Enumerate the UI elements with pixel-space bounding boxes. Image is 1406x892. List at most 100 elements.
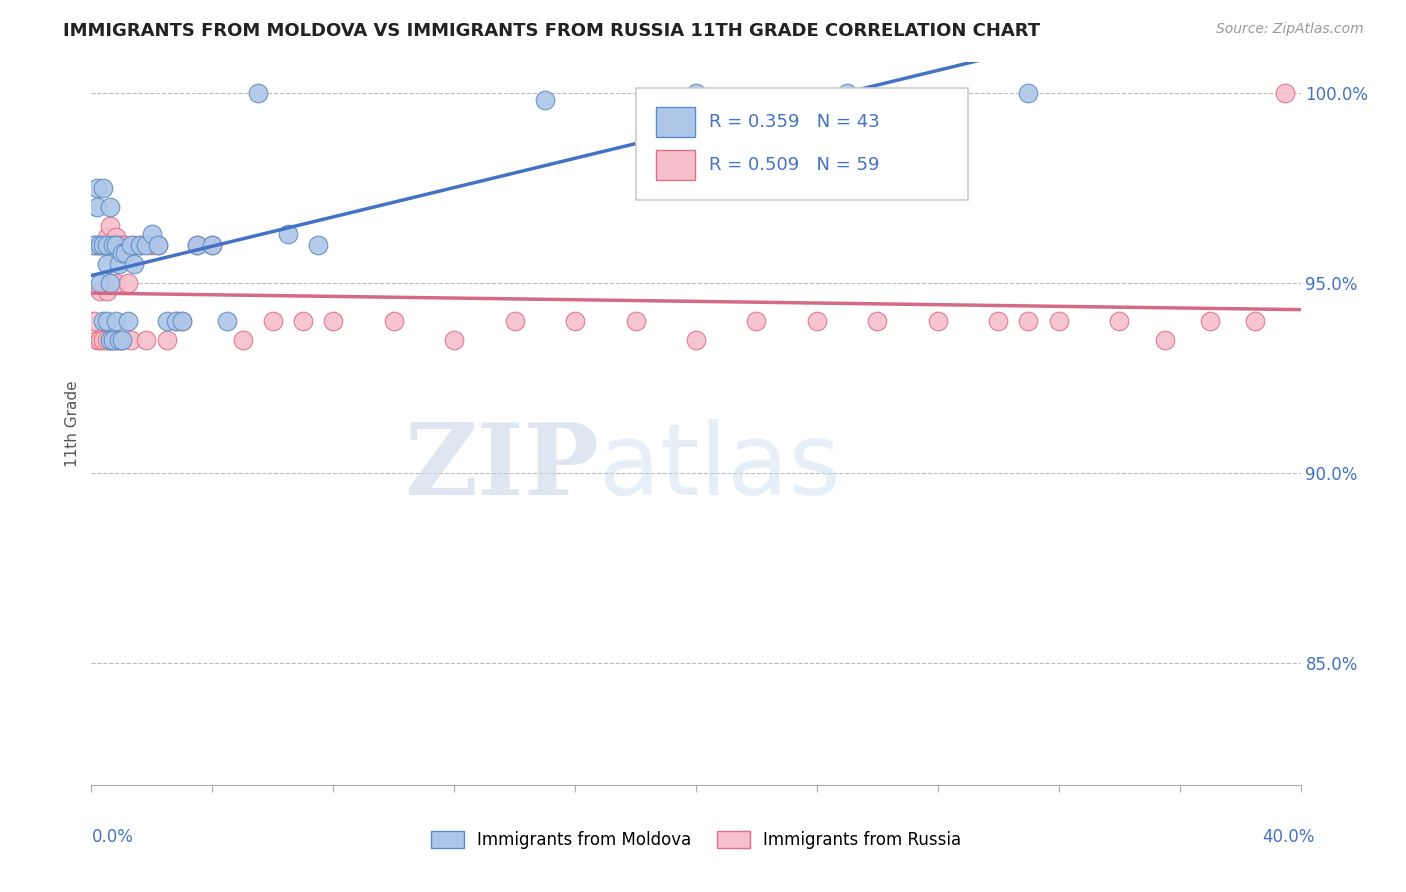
Point [685, 333, 707, 347]
Point [83, 238, 105, 252]
Point [114, 238, 136, 252]
Point [101, 333, 124, 347]
Point [141, 238, 163, 252]
Point [96, 314, 118, 328]
Point [1047, 314, 1070, 328]
Point [111, 333, 132, 347]
Point [156, 333, 179, 347]
Point [107, 257, 129, 271]
Point [156, 314, 179, 328]
Point [101, 238, 124, 252]
Point [128, 238, 150, 252]
Point [86, 333, 108, 347]
Point [104, 333, 127, 347]
Point [685, 86, 707, 100]
Y-axis label: 11th Grade: 11th Grade [65, 380, 80, 467]
Point [1198, 314, 1220, 328]
Point [96, 230, 118, 244]
Text: 0.0%: 0.0% [91, 828, 134, 846]
Point [86, 200, 108, 214]
Point [1018, 314, 1040, 328]
Point [104, 230, 127, 244]
Bar [657, 106, 695, 136]
Point [111, 333, 132, 347]
Point [186, 238, 208, 252]
Point [107, 238, 129, 252]
Point [104, 276, 127, 290]
Point [98, 333, 121, 347]
Point [172, 314, 194, 328]
Point [1274, 86, 1296, 100]
Point [104, 314, 127, 328]
Point [120, 238, 142, 252]
Point [217, 314, 239, 328]
Point [89, 284, 111, 298]
Point [117, 314, 139, 328]
Point [835, 86, 858, 100]
Point [533, 94, 555, 108]
Point [146, 238, 169, 252]
Point [866, 314, 889, 328]
Point [93, 181, 115, 195]
Point [107, 333, 129, 347]
Point [122, 257, 145, 271]
Point [98, 276, 121, 290]
Point [96, 284, 118, 298]
Point [1108, 314, 1130, 328]
Point [806, 314, 828, 328]
Point [98, 333, 121, 347]
Point [307, 238, 329, 252]
Text: IMMIGRANTS FROM MOLDOVA VS IMMIGRANTS FROM RUSSIA 11TH GRADE CORRELATION CHART: IMMIGRANTS FROM MOLDOVA VS IMMIGRANTS FR… [63, 22, 1040, 40]
Point [93, 333, 115, 347]
Point [503, 314, 526, 328]
Point [93, 314, 115, 328]
Point [83, 314, 105, 328]
Point [382, 314, 405, 328]
Point [135, 333, 157, 347]
Point [165, 314, 187, 328]
Point [104, 238, 127, 252]
Point [89, 333, 111, 347]
Text: atlas: atlas [599, 418, 841, 516]
Point [89, 238, 111, 252]
FancyBboxPatch shape [636, 87, 967, 200]
Point [146, 238, 169, 252]
Point [1018, 86, 1040, 100]
Point [89, 238, 111, 252]
Point [172, 314, 194, 328]
Point [231, 333, 253, 347]
Point [135, 238, 157, 252]
Point [111, 245, 132, 260]
Text: 40.0%: 40.0% [1263, 828, 1315, 846]
Point [114, 245, 136, 260]
Point [93, 238, 115, 252]
Point [201, 238, 224, 252]
Point [277, 227, 299, 241]
Point [98, 200, 121, 214]
Point [443, 333, 465, 347]
Point [111, 238, 132, 252]
Point [1153, 333, 1175, 347]
Point [927, 314, 949, 328]
Bar [657, 150, 695, 180]
Point [141, 227, 163, 241]
Point [107, 333, 129, 347]
Text: ZIP: ZIP [405, 418, 599, 516]
Point [101, 333, 124, 347]
Point [322, 314, 344, 328]
Point [165, 314, 187, 328]
Point [624, 314, 647, 328]
Point [122, 238, 145, 252]
Point [120, 333, 142, 347]
Point [1244, 314, 1267, 328]
Point [128, 238, 150, 252]
Point [96, 238, 118, 252]
Point [86, 238, 108, 252]
Point [292, 314, 315, 328]
Point [93, 238, 115, 252]
Point [117, 276, 139, 290]
Point [987, 314, 1010, 328]
Point [83, 238, 105, 252]
Point [101, 238, 124, 252]
Point [89, 276, 111, 290]
